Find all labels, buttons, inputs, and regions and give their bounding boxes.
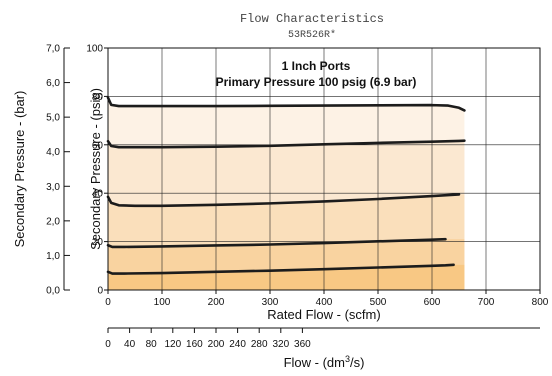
flow-curves xyxy=(106,96,466,275)
psig-tick-label: 80 xyxy=(92,92,104,103)
bar-tick-label: 4,0 xyxy=(46,147,60,158)
bar-tick-label: 7,0 xyxy=(46,44,60,55)
flow-curve-2 xyxy=(106,237,447,249)
flow-curve-4 xyxy=(106,139,466,149)
scfm-tick-label: 600 xyxy=(424,297,441,308)
flow-curve-3 xyxy=(106,193,461,208)
flow-dm3-tick-label: 280 xyxy=(251,339,268,350)
psig-tick-label: 20 xyxy=(92,237,104,248)
scfm-tick-label: 400 xyxy=(316,297,333,308)
bar-axis-label: Secondary Pressure - (bar) xyxy=(12,91,27,248)
pressure-band-1 xyxy=(108,264,465,290)
chart-subtitle: 53R526R* xyxy=(288,29,336,41)
scfm-tick-label: 0 xyxy=(105,297,111,308)
flow-dm3-tick-label: 320 xyxy=(272,339,289,350)
scfm-tick-label: 700 xyxy=(478,297,495,308)
chart-title: Flow Characteristics xyxy=(240,12,384,26)
scfm-tick-label: 500 xyxy=(370,297,387,308)
flow-dm3-axis-ticks: 0 40 80 120 160 200 240 280 320 360 xyxy=(105,328,311,350)
bar-tick-label: 2,0 xyxy=(46,216,60,227)
flow-dm3-tick-label: 0 xyxy=(105,339,111,350)
flow-dm3-axis-label: Flow - (dm3/s) xyxy=(284,354,365,370)
psig-axis-label: Secondary Pressure - (psig) xyxy=(88,88,103,250)
flow-dm3-tick-label: 80 xyxy=(146,339,158,350)
scfm-axis-label: Rated Flow - (scfm) xyxy=(267,307,380,322)
flow-curve-1 xyxy=(106,263,455,275)
psig-tick-label: 0 xyxy=(97,286,103,297)
flow-dm3-tick-label: 200 xyxy=(208,339,225,350)
psig-tick-label: 40 xyxy=(92,189,104,200)
bar-tick-label: 3,0 xyxy=(46,182,60,193)
bar-tick-label: 6,0 xyxy=(46,78,60,89)
scfm-tick-label: 800 xyxy=(532,297,549,308)
flow-dm3-tick-label: 360 xyxy=(294,339,311,350)
flow-dm3-tick-label: 240 xyxy=(229,339,246,350)
scfm-axis-ticks: 0 100 200 300 400 500 600 700 800 xyxy=(105,290,549,308)
bar-tick-label: 1,0 xyxy=(46,251,60,262)
pressure-bands xyxy=(108,97,465,290)
bar-tick-label: 5,0 xyxy=(46,113,60,124)
bar-axis-ticks: 0,0 1,0 2,0 3,0 4,0 5,0 6,0 7,0 xyxy=(46,44,70,297)
bar-tick-label: 0,0 xyxy=(46,286,60,297)
scfm-tick-label: 300 xyxy=(262,297,279,308)
flow-dm3-tick-label: 40 xyxy=(124,339,136,350)
flow-dm3-tick-label: 120 xyxy=(164,339,181,350)
annotation-ports: 1 Inch Ports xyxy=(282,59,351,73)
psig-tick-label: 60 xyxy=(92,140,104,151)
scfm-tick-label: 100 xyxy=(154,297,171,308)
psig-axis-ticks: 0 20 40 60 80 100 xyxy=(86,44,108,297)
annotation-primary-pressure: Primary Pressure 100 psig (6.9 bar) xyxy=(216,75,417,89)
flow-dm3-tick-label: 160 xyxy=(186,339,203,350)
psig-tick-label: 100 xyxy=(86,44,103,55)
flow-curve-5 xyxy=(106,96,466,112)
scfm-tick-label: 200 xyxy=(208,297,225,308)
